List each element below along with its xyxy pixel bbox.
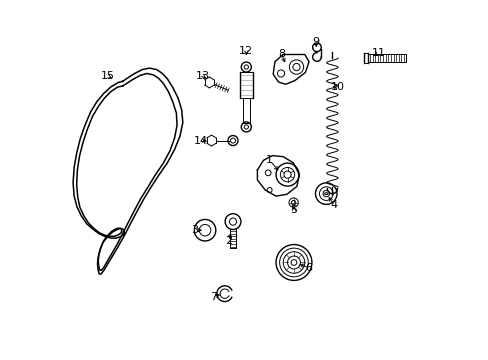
Text: 12: 12 <box>239 46 253 56</box>
Text: 15: 15 <box>101 71 114 81</box>
Text: 14: 14 <box>193 136 207 145</box>
Text: 13: 13 <box>196 71 210 81</box>
Text: 5: 5 <box>290 206 297 216</box>
Text: 3: 3 <box>190 225 197 235</box>
Text: 10: 10 <box>330 82 344 92</box>
Text: 8: 8 <box>277 49 285 59</box>
Text: 11: 11 <box>371 48 385 58</box>
Text: 1: 1 <box>265 155 272 165</box>
Text: 2: 2 <box>224 236 231 246</box>
Text: 7: 7 <box>210 292 217 302</box>
Text: 4: 4 <box>330 200 337 210</box>
Text: 6: 6 <box>305 263 312 273</box>
Text: 9: 9 <box>312 37 319 47</box>
